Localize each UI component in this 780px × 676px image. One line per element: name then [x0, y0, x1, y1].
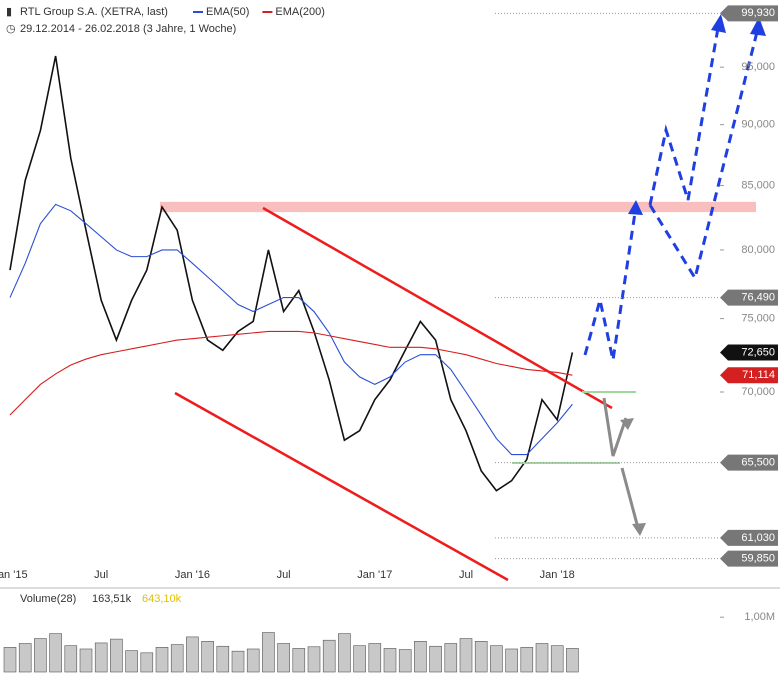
volume-bar: [414, 641, 427, 673]
scenario-arrow: [602, 397, 628, 457]
channel-lower: [174, 391, 509, 582]
y-tick-label: 95,000: [741, 61, 775, 73]
x-tick-label: Jul: [94, 569, 108, 581]
volume-bar: [110, 638, 123, 673]
x-tick-label: Jan '15: [0, 569, 28, 581]
level-tag: [720, 289, 778, 306]
volume-bar: [262, 632, 275, 673]
y-tick-label: 85,000: [741, 179, 775, 191]
level-label: 76,490: [741, 292, 775, 304]
volume-bar: [383, 648, 397, 673]
arrow-head: [750, 17, 766, 36]
volume-stat: 163,51k: [92, 593, 132, 605]
volume-bar: [140, 652, 154, 673]
volume-bar: [201, 641, 214, 673]
icon: ▮: [6, 6, 12, 18]
arrow-head: [628, 200, 643, 215]
volume-bar: [566, 648, 579, 673]
y-tick-label: 1,00M: [744, 611, 775, 623]
projection-arrow: [648, 27, 720, 206]
level-label: 99,930: [741, 7, 775, 19]
volume-bar: [338, 633, 351, 673]
volume-bar: [34, 638, 47, 673]
resistance-zone: [160, 201, 756, 213]
volume-bar: [216, 645, 230, 673]
arrow-head: [620, 418, 634, 430]
arrow-head: [632, 523, 646, 536]
series-line: [9, 203, 573, 456]
volume-bar: [231, 650, 245, 673]
level-label: 72,650: [741, 346, 775, 358]
volume-bar: [246, 648, 260, 673]
icon: ◷: [6, 23, 16, 35]
volume-bar: [49, 633, 62, 673]
x-tick-label: Jul: [459, 569, 473, 581]
scenario-arrow: [620, 467, 640, 529]
level-tag: [720, 5, 778, 22]
volume-bar: [459, 638, 473, 673]
volume-bar: [186, 636, 199, 673]
level-label: 59,850: [741, 553, 775, 565]
projection-arrow: [583, 205, 638, 361]
level-tag: [720, 550, 778, 567]
level-label: 61,030: [741, 532, 775, 544]
volume-stat: 643,10k: [142, 593, 182, 605]
volume-bar: [368, 643, 382, 673]
y-tick-label: 80,000: [741, 244, 775, 256]
legend-label: EMA(50): [206, 6, 249, 18]
volume-bar: [520, 647, 534, 673]
volume-bar: [429, 645, 442, 673]
volume-bar: [490, 645, 503, 673]
volume-bar: [3, 647, 17, 673]
level-tag: [720, 344, 778, 361]
volume-bar: [550, 645, 564, 673]
volume-bar: [125, 650, 138, 673]
series-line: [9, 330, 573, 416]
volume-bar: [535, 643, 549, 673]
channel-upper: [262, 206, 613, 410]
series-line: [9, 55, 574, 492]
y-tick-label: 70,000: [741, 386, 775, 398]
legend-label: EMA(200): [275, 6, 325, 18]
volume-bar: [79, 648, 93, 673]
volume-bar: [398, 649, 412, 673]
y-tick-label: 75,000: [741, 313, 775, 325]
volume-bar: [94, 642, 108, 673]
volume-bar: [307, 646, 321, 673]
volume-bar: [322, 639, 336, 673]
level-tag: [720, 367, 778, 384]
volume-label: Volume(28): [20, 593, 76, 605]
x-tick-label: Jan '18: [540, 569, 575, 581]
volume-bar: [292, 648, 306, 673]
x-tick-label: Jul: [277, 569, 291, 581]
volume-bar: [444, 643, 458, 673]
level-label: 71,114: [742, 369, 775, 381]
chart-subtitle: 29.12.2014 - 26.02.2018 (3 Jahre, 1 Woch…: [20, 23, 236, 35]
chart-title: RTL Group S.A. (XETRA, last): [20, 6, 168, 18]
x-tick-label: Jan '17: [357, 569, 392, 581]
level-tag: [720, 529, 778, 546]
level-label: 65,500: [741, 457, 775, 469]
volume-bar: [18, 643, 32, 673]
volume-bar: [170, 644, 184, 673]
volume-bar: [353, 645, 366, 673]
arrow-head: [711, 14, 726, 33]
volume-bar: [277, 643, 290, 673]
volume-bar: [474, 641, 488, 673]
y-tick-label: 90,000: [741, 119, 775, 131]
volume-bar: [155, 647, 169, 673]
level-tag: [720, 454, 778, 471]
volume-bar: [64, 645, 78, 673]
volume-bar: [505, 648, 518, 673]
x-tick-label: Jan '16: [175, 569, 210, 581]
